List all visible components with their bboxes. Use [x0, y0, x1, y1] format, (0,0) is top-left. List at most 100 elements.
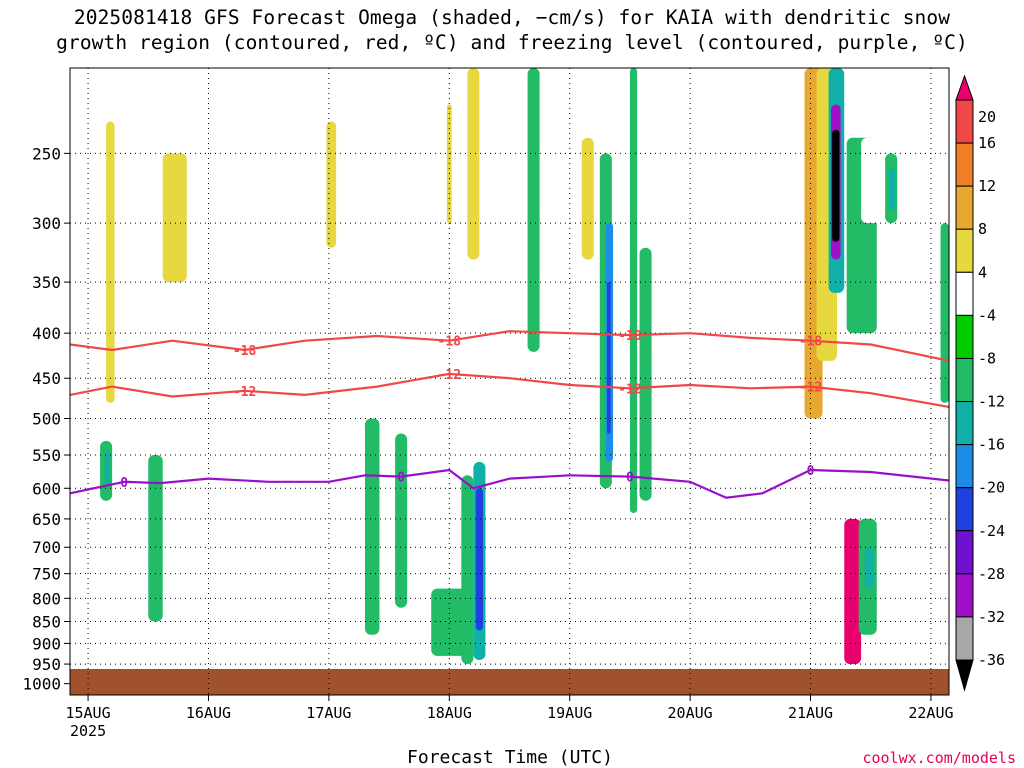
- omega-region: [174, 512, 187, 599]
- colorbar-box: [955, 401, 974, 446]
- y-tick-label: 850: [32, 613, 61, 632]
- omega-region: [832, 129, 840, 242]
- y-tick-label: 250: [32, 144, 61, 163]
- colorbar-box: [955, 271, 974, 316]
- omega-region: [326, 121, 337, 248]
- omega-region: [104, 451, 110, 486]
- colorbar-label: 4: [978, 263, 987, 281]
- y-tick-label: 1000: [22, 675, 61, 694]
- omega-region: [461, 475, 474, 665]
- colorbar-box: [955, 142, 974, 187]
- colorbar-box: [955, 487, 974, 532]
- colorbar-label: -4: [978, 306, 996, 324]
- omega-region: [431, 588, 468, 656]
- y-tick-label: 950: [32, 655, 61, 674]
- y-tick-label: 550: [32, 446, 61, 465]
- colorbar-label: -12: [978, 393, 1005, 411]
- colorbar-label: -24: [978, 522, 1005, 540]
- colorbar-box: [955, 99, 974, 144]
- y-tick-label: 750: [32, 565, 61, 584]
- contour-label: -18: [233, 344, 257, 359]
- omega-region: [395, 433, 408, 608]
- y-axis: 250 300 350 400 450 500 550 600 650 700 750 800 850 9…: [22, 144, 70, 694]
- y-tick-label: 400: [32, 324, 61, 343]
- omega-region: [629, 68, 638, 513]
- colorbar-label: -8: [978, 349, 996, 367]
- omega-region: [647, 68, 661, 224]
- colorbar-box: [955, 357, 974, 403]
- contour-label: -12: [618, 382, 641, 397]
- contour-label: 0: [807, 464, 815, 479]
- contour-label: 0: [120, 476, 128, 491]
- x-tick-label: 20AUG: [668, 704, 713, 722]
- plot-frame: [69, 67, 950, 696]
- omega-region: [888, 168, 895, 211]
- colorbar-label: -32: [978, 608, 1005, 626]
- omega-region: [365, 418, 380, 635]
- colorbar-box: [955, 444, 974, 489]
- chart-title-line2: growth region (contoured, red, ºC) and f…: [56, 31, 968, 54]
- x-tick-label: 22AUG: [908, 704, 953, 722]
- colorbar-label: -16: [978, 436, 1005, 454]
- colorbar-box: [955, 573, 974, 618]
- y-tick-label: 600: [32, 479, 61, 498]
- colorbar-label: 12: [978, 177, 996, 195]
- colorbar-label: -36: [978, 651, 1005, 669]
- colorbar-bottom-triangle: [955, 659, 974, 692]
- x-tick-label: 16AUG: [186, 704, 231, 722]
- colorbar-box: [955, 185, 974, 230]
- colorbar-label: 20: [978, 108, 996, 126]
- x-axis: 15AUG 16AUG 17AUG 18AUG 19AUG 20AUG 21AUG 22AUG…: [65, 695, 954, 740]
- colorbar-label: 16: [978, 134, 996, 152]
- contour-label: -12: [438, 368, 461, 383]
- contour-line: [69, 330, 950, 362]
- y-tick-label: 800: [32, 589, 61, 608]
- contour-label: -12: [233, 385, 256, 400]
- colorbar: 20 16 12 8 4 -4 -8 -12 -16 -20 -24 -28 -32 -36: [955, 74, 1005, 692]
- x-year-label: 2025: [70, 722, 106, 740]
- omega-region: [581, 137, 594, 260]
- x-tick-label: 15AUG: [65, 704, 110, 722]
- contour-label: -18: [438, 335, 462, 350]
- contour-label: 0: [397, 471, 405, 486]
- omega-region: [226, 168, 263, 334]
- colorbar-label: -20: [978, 479, 1005, 497]
- omega-region: [162, 153, 187, 283]
- omega-region: [861, 137, 883, 224]
- colorbar-box: [955, 616, 974, 661]
- omega-region: [844, 518, 862, 665]
- colorbar-label: -28: [978, 565, 1005, 583]
- surface-fill: [70, 669, 949, 695]
- omega-region: [479, 68, 492, 224]
- watermark: coolwx.com/models: [862, 749, 1016, 767]
- omega-region: [148, 454, 163, 622]
- colorbar-box: [955, 530, 974, 575]
- chart-title-line1: 2025081418 GFS Forecast Omega (shaded, −…: [73, 6, 951, 29]
- y-tick-label: 500: [32, 410, 61, 429]
- colorbar-label: 8: [978, 220, 987, 238]
- contour-label: -18: [799, 335, 823, 350]
- omega-region: [467, 68, 480, 260]
- contour-label: -18: [618, 329, 642, 344]
- y-tick-label: 900: [32, 634, 61, 653]
- x-tick-label: 19AUG: [547, 704, 592, 722]
- omega-region: [607, 282, 611, 434]
- y-tick-label: 700: [32, 538, 61, 557]
- contours: -18 -18 -18 -18 -12 -12 -12 -12 0 0 0 0: [69, 329, 950, 499]
- colorbar-box: [955, 228, 974, 273]
- x-axis-label: Forecast Time (UTC): [407, 747, 613, 768]
- contour-line: [69, 468, 950, 499]
- x-tick-label: 21AUG: [788, 704, 833, 722]
- omega-region: [527, 68, 540, 352]
- y-tick-label: 350: [32, 273, 61, 292]
- contour-line: [69, 372, 950, 408]
- omega-region: [864, 547, 874, 589]
- contour-label: 0: [626, 471, 634, 486]
- omega-region: [106, 121, 115, 403]
- contour-label: -12: [799, 381, 822, 396]
- y-tick-label: 300: [32, 214, 61, 233]
- omega-region: [786, 488, 817, 542]
- omega-region: [639, 247, 652, 501]
- y-tick-label: 650: [32, 510, 61, 529]
